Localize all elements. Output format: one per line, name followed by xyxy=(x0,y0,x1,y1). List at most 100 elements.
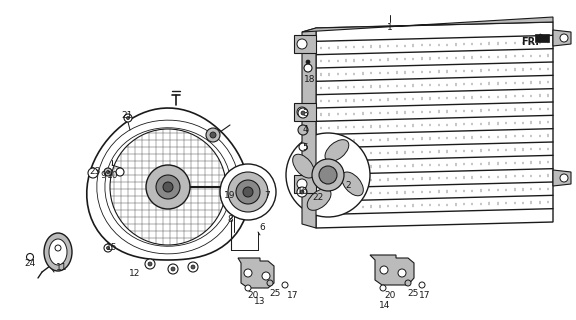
Circle shape xyxy=(306,60,310,64)
Text: 11: 11 xyxy=(56,263,68,273)
Text: FR.: FR. xyxy=(521,37,539,47)
Polygon shape xyxy=(87,108,249,260)
Circle shape xyxy=(286,133,370,217)
Circle shape xyxy=(88,168,98,178)
Circle shape xyxy=(267,280,273,286)
Text: 17: 17 xyxy=(287,291,299,300)
Circle shape xyxy=(297,39,307,49)
Circle shape xyxy=(163,182,173,192)
Text: 20: 20 xyxy=(247,291,259,300)
Circle shape xyxy=(262,272,270,280)
Circle shape xyxy=(405,280,411,286)
Text: 25: 25 xyxy=(407,289,419,298)
Text: 10: 10 xyxy=(107,171,119,180)
Polygon shape xyxy=(316,22,553,228)
Circle shape xyxy=(124,114,132,122)
Ellipse shape xyxy=(293,154,314,178)
Polygon shape xyxy=(553,30,571,46)
Text: 5: 5 xyxy=(302,143,308,153)
Text: 2: 2 xyxy=(345,181,351,190)
Circle shape xyxy=(220,164,276,220)
Circle shape xyxy=(245,285,251,291)
Circle shape xyxy=(560,34,568,42)
Circle shape xyxy=(171,267,175,271)
Circle shape xyxy=(244,269,252,277)
Polygon shape xyxy=(238,258,274,288)
Circle shape xyxy=(107,171,109,173)
Text: 9: 9 xyxy=(100,171,106,180)
Circle shape xyxy=(298,108,308,118)
Ellipse shape xyxy=(325,140,349,162)
Text: 24: 24 xyxy=(24,259,36,268)
Text: 7: 7 xyxy=(264,191,270,201)
Text: 17: 17 xyxy=(419,291,431,300)
Ellipse shape xyxy=(49,239,67,265)
Text: 1: 1 xyxy=(387,23,393,33)
Text: 13: 13 xyxy=(254,298,266,307)
Circle shape xyxy=(107,246,109,250)
Circle shape xyxy=(188,262,198,272)
Circle shape xyxy=(299,143,307,151)
Text: 18: 18 xyxy=(304,76,316,84)
Text: 14: 14 xyxy=(380,300,391,309)
Circle shape xyxy=(26,253,33,260)
Circle shape xyxy=(145,259,155,269)
Circle shape xyxy=(297,107,307,117)
Circle shape xyxy=(297,179,307,189)
Bar xyxy=(535,34,549,42)
Circle shape xyxy=(236,180,260,204)
Circle shape xyxy=(104,168,112,176)
Polygon shape xyxy=(302,17,553,32)
Text: 3: 3 xyxy=(302,108,308,117)
Text: 20: 20 xyxy=(384,291,396,300)
Circle shape xyxy=(146,165,190,209)
Circle shape xyxy=(380,285,386,291)
Circle shape xyxy=(210,132,216,138)
Polygon shape xyxy=(553,170,571,186)
Circle shape xyxy=(168,264,178,274)
Circle shape xyxy=(297,187,307,197)
Circle shape xyxy=(104,244,112,252)
Circle shape xyxy=(282,282,288,288)
Text: 19: 19 xyxy=(224,190,236,199)
Ellipse shape xyxy=(307,188,331,210)
Circle shape xyxy=(560,174,568,182)
Circle shape xyxy=(156,175,180,199)
Circle shape xyxy=(301,111,305,115)
Circle shape xyxy=(312,159,344,191)
Circle shape xyxy=(127,116,130,119)
Ellipse shape xyxy=(342,172,363,196)
Text: 21: 21 xyxy=(122,110,132,119)
Text: 12: 12 xyxy=(130,268,141,277)
Circle shape xyxy=(310,196,318,204)
Text: 23: 23 xyxy=(89,167,101,177)
Circle shape xyxy=(300,190,304,194)
Circle shape xyxy=(191,265,195,269)
Text: 25: 25 xyxy=(270,289,281,298)
Polygon shape xyxy=(294,35,316,53)
Ellipse shape xyxy=(44,233,72,271)
Circle shape xyxy=(148,262,152,266)
Circle shape xyxy=(419,282,425,288)
Circle shape xyxy=(228,172,268,212)
Text: 8: 8 xyxy=(227,215,233,225)
Polygon shape xyxy=(294,103,316,121)
Circle shape xyxy=(206,128,220,142)
Polygon shape xyxy=(302,28,316,228)
Text: 22: 22 xyxy=(312,194,324,203)
Polygon shape xyxy=(370,255,414,285)
Text: 16: 16 xyxy=(297,188,309,196)
Text: 15: 15 xyxy=(106,244,118,252)
Circle shape xyxy=(298,125,308,135)
Polygon shape xyxy=(294,175,316,193)
Circle shape xyxy=(380,266,388,274)
Circle shape xyxy=(304,64,312,72)
Text: 4: 4 xyxy=(302,125,308,134)
Circle shape xyxy=(319,166,337,184)
Circle shape xyxy=(116,168,124,176)
Text: 6: 6 xyxy=(259,223,265,233)
Polygon shape xyxy=(318,166,332,182)
Circle shape xyxy=(243,187,253,197)
Circle shape xyxy=(398,269,406,277)
Circle shape xyxy=(55,245,61,251)
